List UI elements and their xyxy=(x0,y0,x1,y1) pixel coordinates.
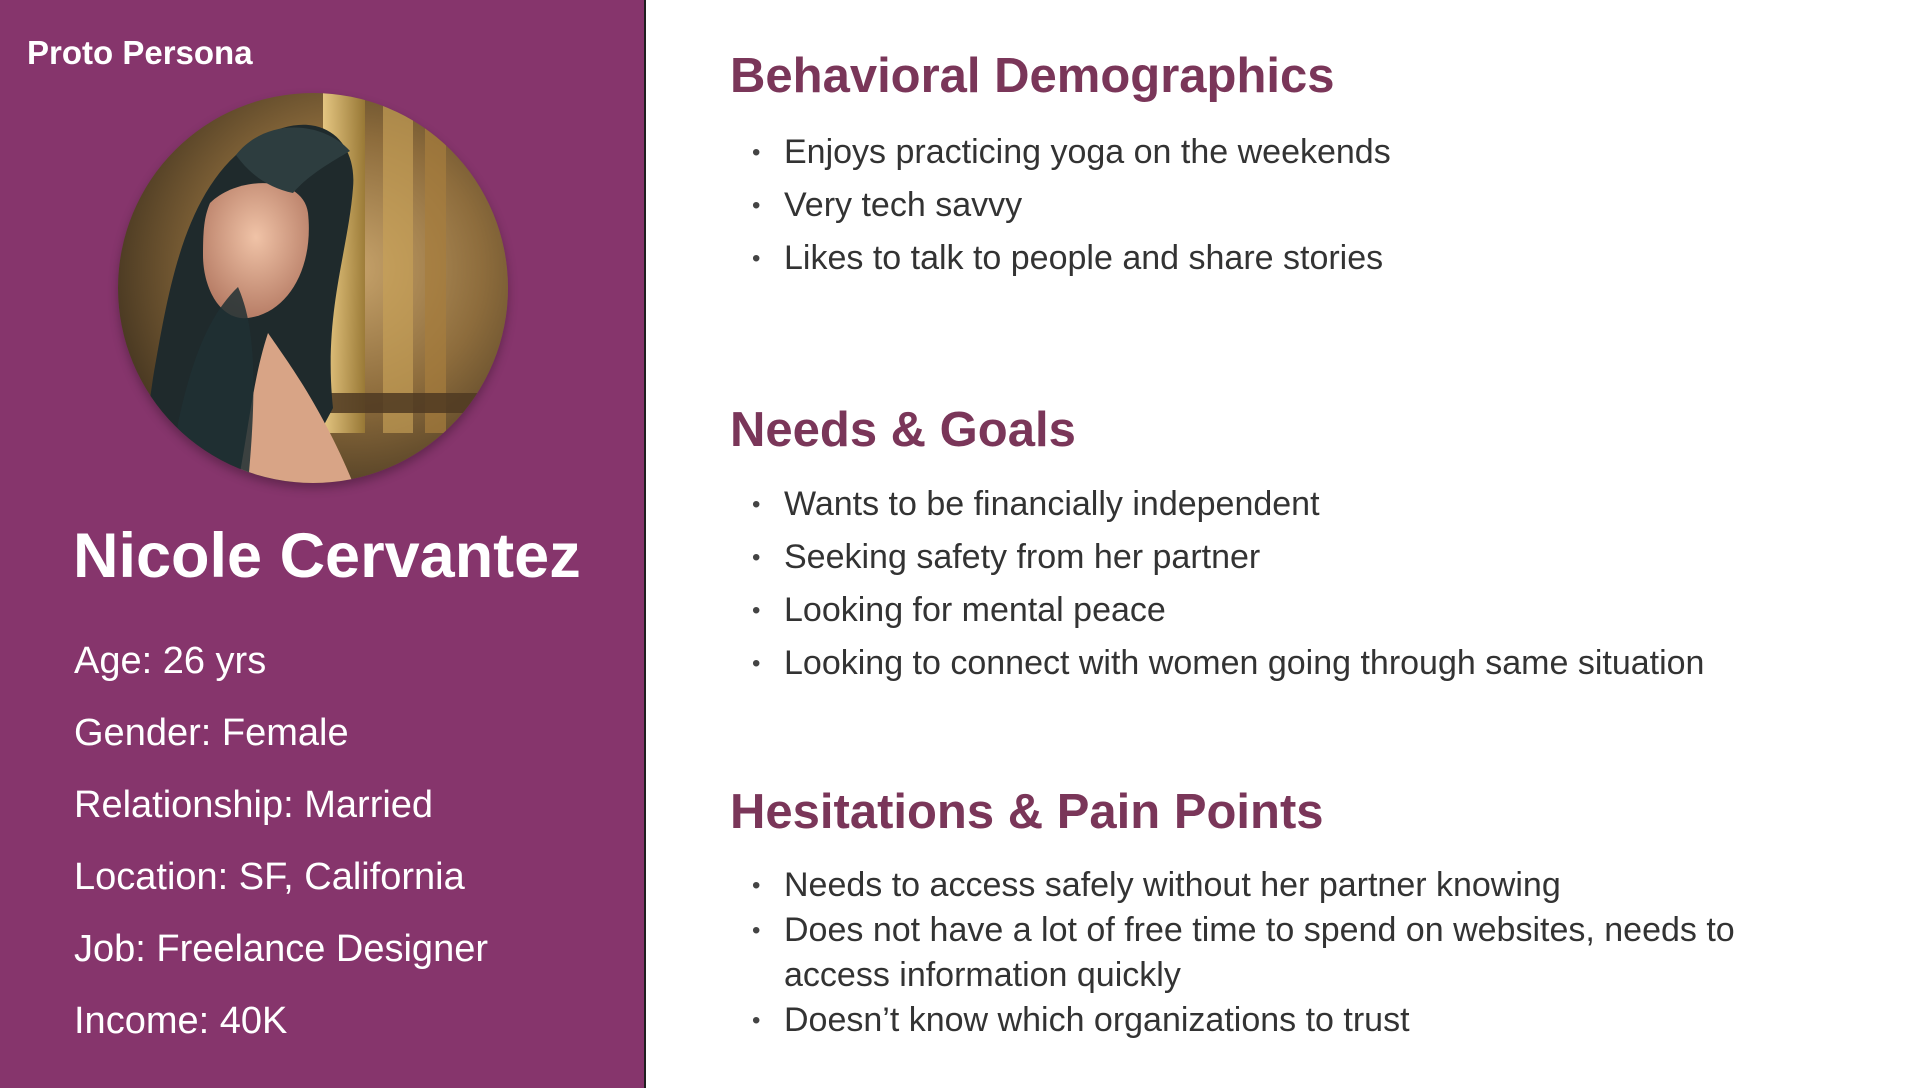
detail-income: Income: 40K xyxy=(74,1000,288,1042)
persona-name: Nicole Cervantez xyxy=(73,521,581,591)
detail-gender: Gender: Female xyxy=(74,712,349,754)
behavioral-demographics-title: Behavioral Demographics xyxy=(730,49,1335,103)
needs-item: Looking for mental peace xyxy=(752,590,1872,643)
detail-relationship: Relationship: Married xyxy=(74,784,434,826)
detail-job: Job: Freelance Designer xyxy=(74,928,488,970)
needs-item: Wants to be financially independent xyxy=(752,484,1872,537)
behavioral-demographics-list: Enjoys practicing yoga on the weekends V… xyxy=(752,132,1872,291)
needs-item: Seeking safety from her partner xyxy=(752,537,1872,590)
detail-location: Location: SF, California xyxy=(74,856,465,898)
needs-goals-list: Wants to be financially independent Seek… xyxy=(752,484,1872,696)
hesitations-pain-points-list: Needs to access safely without her partn… xyxy=(752,863,1832,1043)
persona-panel: Proto Persona xyxy=(0,0,646,1088)
persona-badge: Proto Persona xyxy=(27,34,253,71)
persona-avatar xyxy=(118,93,508,483)
behavioral-item: Enjoys practicing yoga on the weekends xyxy=(752,132,1872,185)
persona-details-list: Age: 26 yrs Gender: Female Relationship:… xyxy=(74,638,488,1070)
behavioral-item: Likes to talk to people and share storie… xyxy=(752,238,1872,291)
needs-goals-title: Needs & Goals xyxy=(730,403,1076,457)
portrait-image xyxy=(118,93,508,483)
pain-item: Doesn’t know which organizations to trus… xyxy=(752,998,1832,1043)
pain-item: Does not have a lot of free time to spen… xyxy=(752,908,1832,998)
detail-age: Age: 26 yrs xyxy=(74,640,267,682)
hesitations-pain-points-title: Hesitations & Pain Points xyxy=(730,785,1324,839)
behavioral-item: Very tech savvy xyxy=(752,185,1872,238)
pain-item: Needs to access safely without her partn… xyxy=(752,863,1832,908)
needs-item: Looking to connect with women going thro… xyxy=(752,643,1872,696)
